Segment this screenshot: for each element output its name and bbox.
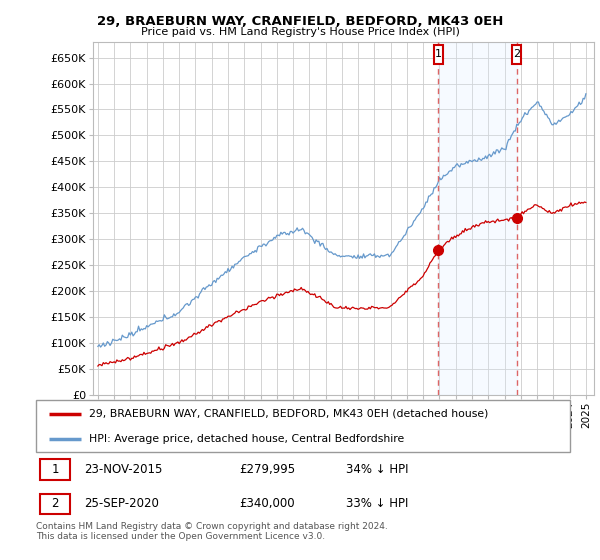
Text: Price paid vs. HM Land Registry's House Price Index (HPI): Price paid vs. HM Land Registry's House … (140, 27, 460, 38)
Text: HPI: Average price, detached house, Central Bedfordshire: HPI: Average price, detached house, Cent… (89, 434, 404, 444)
Text: 25-SEP-2020: 25-SEP-2020 (84, 497, 159, 510)
Text: Contains HM Land Registry data © Crown copyright and database right 2024.
This d: Contains HM Land Registry data © Crown c… (36, 522, 388, 542)
Text: £279,995: £279,995 (239, 463, 295, 476)
Text: 33% ↓ HPI: 33% ↓ HPI (346, 497, 408, 510)
Bar (438, 42, 517, 395)
Text: 2: 2 (51, 497, 59, 510)
Text: 34% ↓ HPI: 34% ↓ HPI (346, 463, 408, 476)
Text: 1: 1 (51, 463, 59, 476)
Text: 2: 2 (513, 49, 520, 59)
Bar (40, 459, 70, 480)
Text: 29, BRAEBURN WAY, CRANFIELD, BEDFORD, MK43 0EH (detached house): 29, BRAEBURN WAY, CRANFIELD, BEDFORD, MK… (89, 409, 489, 419)
FancyBboxPatch shape (434, 45, 443, 64)
Text: 29, BRAEBURN WAY, CRANFIELD, BEDFORD, MK43 0EH: 29, BRAEBURN WAY, CRANFIELD, BEDFORD, MK… (97, 15, 503, 28)
Text: 23-NOV-2015: 23-NOV-2015 (84, 463, 163, 476)
FancyBboxPatch shape (512, 45, 521, 64)
Bar (40, 493, 70, 514)
Text: 1: 1 (434, 49, 442, 59)
Text: £340,000: £340,000 (239, 497, 295, 510)
